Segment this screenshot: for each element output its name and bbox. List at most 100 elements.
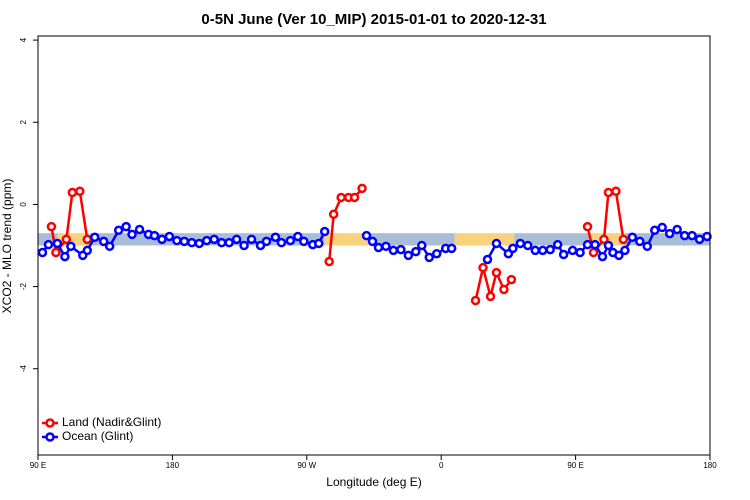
data-point bbox=[545, 244, 555, 255]
data-point bbox=[582, 221, 593, 232]
data-point bbox=[357, 183, 367, 194]
data-point bbox=[313, 238, 324, 249]
data-point bbox=[246, 234, 257, 245]
data-point bbox=[187, 237, 197, 248]
data-point bbox=[149, 230, 160, 241]
data-point bbox=[98, 236, 109, 247]
data-point bbox=[618, 234, 629, 245]
data-point bbox=[179, 236, 190, 247]
data-point bbox=[336, 192, 346, 203]
data-point bbox=[627, 232, 638, 243]
data-point bbox=[231, 234, 242, 245]
reference-band bbox=[514, 233, 591, 246]
data-point bbox=[66, 241, 76, 252]
data-point bbox=[285, 235, 296, 246]
x-axis-label: Longitude (deg E) bbox=[326, 475, 421, 489]
data-point bbox=[172, 235, 182, 246]
y-axis-label: XCO2 - MLO trend (ppm) bbox=[0, 179, 14, 314]
data-point bbox=[508, 243, 518, 254]
plot-frame bbox=[37, 35, 711, 456]
data-point bbox=[201, 235, 212, 246]
data-point bbox=[60, 251, 70, 262]
data-point bbox=[37, 247, 48, 258]
data-point bbox=[537, 245, 548, 256]
data-point bbox=[478, 262, 488, 273]
data-point bbox=[552, 239, 563, 250]
data-point bbox=[482, 254, 493, 265]
data-point bbox=[642, 241, 653, 252]
data-point bbox=[620, 245, 630, 256]
data-point bbox=[657, 222, 667, 233]
x-tick-label: 180 bbox=[703, 461, 717, 470]
data-point bbox=[361, 230, 372, 241]
data-point bbox=[672, 224, 682, 235]
data-point bbox=[67, 187, 78, 198]
data-point bbox=[470, 295, 481, 306]
data-point bbox=[388, 245, 399, 256]
data-point bbox=[702, 231, 712, 242]
legend-label: Ocean (Glint) bbox=[62, 429, 133, 443]
data-point bbox=[293, 231, 303, 242]
data-point bbox=[491, 238, 502, 249]
x-tick-label: 90 E bbox=[567, 461, 583, 470]
data-point bbox=[582, 239, 593, 250]
data-point bbox=[588, 247, 599, 258]
data-point bbox=[194, 238, 205, 249]
y-tick-label: 2 bbox=[19, 119, 28, 124]
data-point bbox=[113, 225, 124, 236]
x-tick-label: 180 bbox=[166, 461, 180, 470]
data-point bbox=[411, 246, 421, 257]
data-point bbox=[403, 250, 414, 261]
data-point bbox=[597, 251, 608, 262]
data-point bbox=[367, 236, 378, 247]
legend-marker bbox=[45, 432, 55, 442]
data-point bbox=[499, 284, 509, 295]
data-point bbox=[349, 192, 360, 203]
data-point bbox=[590, 239, 600, 250]
data-point bbox=[127, 229, 137, 240]
chart-title: 0-5N June (Ver 10_MIP) 2015-01-01 to 202… bbox=[201, 11, 546, 28]
y-tick-label: -2 bbox=[19, 282, 28, 290]
data-point bbox=[261, 236, 272, 247]
data-point bbox=[485, 291, 496, 302]
data-point bbox=[164, 231, 175, 242]
data-point bbox=[664, 228, 675, 239]
data-point bbox=[635, 236, 645, 247]
data-point bbox=[328, 209, 339, 220]
data-point bbox=[209, 234, 219, 245]
data-point bbox=[276, 237, 287, 248]
data-point bbox=[255, 240, 266, 251]
data-point bbox=[224, 237, 234, 248]
x-tick-label: 0 bbox=[439, 461, 444, 470]
data-point bbox=[431, 248, 442, 259]
data-point bbox=[157, 234, 167, 245]
data-point bbox=[82, 245, 93, 256]
data-point bbox=[52, 238, 63, 249]
data-point bbox=[679, 230, 690, 241]
data-point bbox=[687, 230, 697, 241]
y-tick-label: 0 bbox=[19, 202, 28, 207]
legend-label: Land (Nadir&Glint) bbox=[62, 415, 161, 429]
y-tick-label: 4 bbox=[19, 37, 28, 42]
data-point bbox=[515, 238, 526, 249]
data-point bbox=[506, 274, 517, 285]
data-point bbox=[82, 234, 93, 245]
data-point bbox=[381, 241, 391, 252]
data-point bbox=[599, 234, 609, 245]
data-point bbox=[43, 239, 54, 250]
data-point bbox=[61, 234, 72, 245]
data-point bbox=[417, 240, 427, 251]
data-point bbox=[603, 187, 614, 198]
legend-marker bbox=[45, 418, 55, 428]
reference-band bbox=[369, 233, 455, 246]
data-point bbox=[299, 236, 309, 247]
data-point bbox=[424, 252, 435, 263]
data-point bbox=[46, 221, 57, 232]
data-point bbox=[603, 240, 614, 251]
data-point bbox=[216, 237, 227, 248]
reference-band bbox=[324, 233, 370, 246]
data-point bbox=[523, 240, 533, 251]
data-point bbox=[51, 247, 61, 258]
x-tick-label: 90 E bbox=[30, 461, 46, 470]
